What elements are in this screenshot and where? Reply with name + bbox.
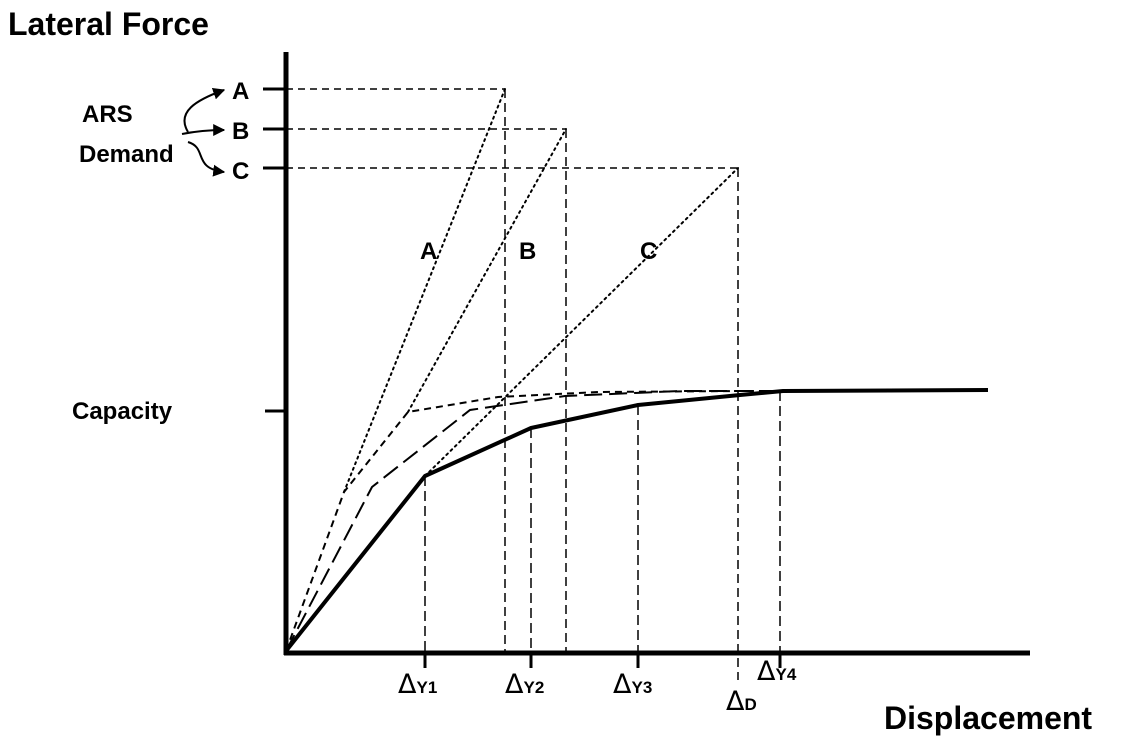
tick-subscript: Y3 <box>631 678 653 697</box>
tick-label-y2: ΔY2 <box>505 669 544 700</box>
demand-level-c: C <box>232 158 250 185</box>
delta-symbol: Δ <box>757 656 776 687</box>
arrow-to-b <box>181 124 226 137</box>
demand-label: Demand <box>79 141 174 168</box>
tick-label-d: ΔD <box>726 686 757 717</box>
arrow-to-c <box>187 141 226 177</box>
tick-subscript: D <box>744 695 757 714</box>
delta-symbol: Δ <box>613 669 632 700</box>
line-label-b: B <box>519 238 537 265</box>
demand-line-b <box>407 128 567 413</box>
demand-level-a: A <box>232 78 250 105</box>
tick-label-y1: ΔY1 <box>398 669 437 700</box>
demand-lines <box>343 88 739 493</box>
curve-long-dash <box>285 390 783 652</box>
demand-guides <box>286 88 738 169</box>
delta-symbol: Δ <box>505 669 524 700</box>
x-axis-title: Displacement <box>884 700 1093 736</box>
tick-label-y4: ΔY4 <box>757 656 796 687</box>
y-axis-title: Lateral Force <box>8 6 209 42</box>
demand-drops <box>504 89 739 680</box>
capacity-curve <box>284 388 989 653</box>
tick-subscript: Y4 <box>775 665 797 684</box>
tick-subscript: Y1 <box>416 678 438 697</box>
ars-label: ARS <box>82 101 133 128</box>
demand-level-b: B <box>232 118 250 145</box>
demand-line-c <box>424 167 739 477</box>
yield-drops <box>424 391 781 653</box>
demand-arrows <box>181 87 226 177</box>
line-label-c: C <box>640 238 658 265</box>
tick-subscript: Y2 <box>523 678 545 697</box>
demand-line-a <box>343 88 506 493</box>
x-ticks <box>423 653 782 668</box>
arrow-to-a <box>183 87 226 133</box>
delta-symbol: Δ <box>398 669 417 700</box>
capacity-label: Capacity <box>72 398 173 425</box>
tick-label-y3: ΔY3 <box>613 669 652 700</box>
delta-symbol: Δ <box>726 686 745 717</box>
line-label-a: A <box>420 238 438 265</box>
curve-short-dash <box>285 390 783 652</box>
